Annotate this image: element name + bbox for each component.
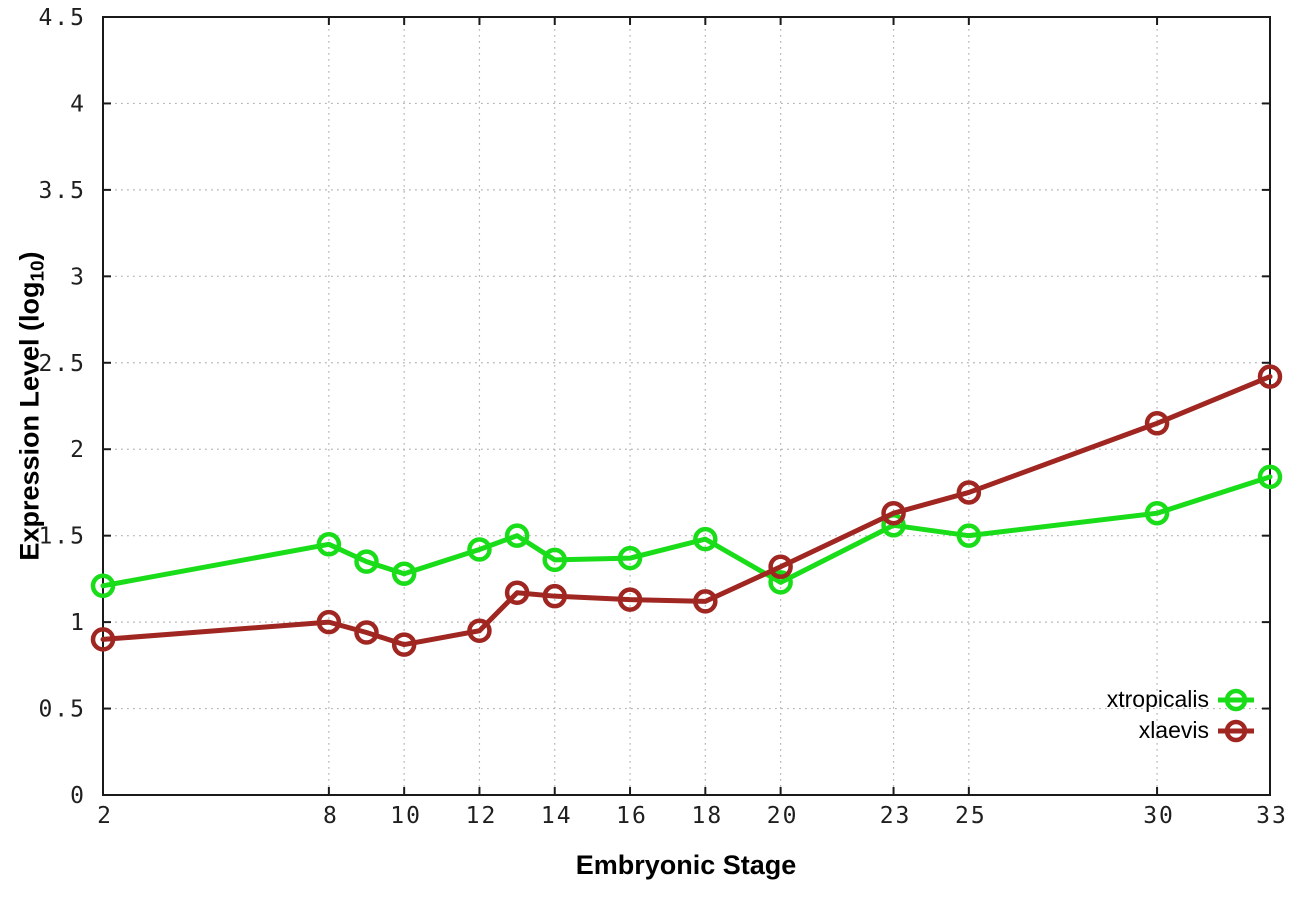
x-tick-label: 14 — [541, 803, 573, 829]
legend-label-xlaevis: xlaevis — [1138, 717, 1209, 743]
x-tick-label: 8 — [323, 803, 339, 829]
legend-label-xtropicalis: xtropicalis — [1106, 686, 1209, 712]
data-point-xtropicalis — [467, 537, 492, 562]
x-tick-label: 18 — [691, 803, 723, 829]
x-tick-label: 25 — [955, 803, 987, 829]
data-point-xlaevis — [693, 589, 718, 614]
x-tick-label: 20 — [767, 803, 799, 829]
y-tick-label: 3.5 — [38, 178, 86, 204]
data-point-xtropicalis — [1144, 500, 1170, 526]
data-point-xlaevis — [542, 583, 567, 609]
x-tick-label: 2 — [97, 803, 113, 829]
series-line-xlaevis — [100, 374, 1273, 648]
data-point-xtropicalis — [316, 532, 342, 557]
y-axis-title: Expression Level (log10) — [14, 0, 49, 816]
data-point-xtropicalis — [504, 523, 530, 548]
y-tick-label: 2 — [70, 437, 86, 463]
data-point-xtropicalis — [542, 547, 567, 573]
y-tick-label: 1.5 — [38, 524, 86, 550]
data-point-xlaevis — [1144, 411, 1170, 436]
data-point-xlaevis — [467, 618, 492, 644]
data-point-xtropicalis — [617, 545, 643, 571]
y-tick-label: 4.5 — [38, 5, 86, 31]
y-tick-label: 0.5 — [38, 697, 86, 723]
y-axis-title-subscript: 10 — [27, 260, 49, 282]
legend: xtropicalis xlaevis — [1107, 684, 1255, 746]
x-tick-label: 23 — [880, 803, 912, 829]
x-axis-title: Embryonic Stage — [575, 850, 797, 880]
data-point-xlaevis — [768, 554, 793, 580]
x-tick-label: 33 — [1256, 803, 1288, 829]
data-point-xtropicalis — [693, 526, 718, 552]
x-tick-label: 30 — [1143, 803, 1175, 829]
data-point-xlaevis — [881, 500, 906, 526]
data-point-xtropicalis — [956, 523, 982, 548]
data-point-xlaevis — [316, 609, 342, 635]
data-point-xlaevis — [956, 480, 982, 505]
data-point-xlaevis — [1257, 364, 1283, 389]
legend-marker-icon-xlaevis — [1218, 719, 1254, 742]
data-point-xlaevis — [391, 632, 417, 657]
data-point-xlaevis — [354, 620, 379, 645]
y-tick-label: 3 — [70, 264, 86, 290]
data-point-xtropicalis — [354, 549, 379, 574]
data-point-xtropicalis — [768, 570, 793, 595]
data-point-xlaevis — [617, 587, 643, 612]
y-tick-label: 2.5 — [38, 351, 86, 377]
x-tick-label: 16 — [616, 803, 648, 829]
data-point-xtropicalis — [391, 561, 417, 586]
x-tick-label: 10 — [390, 803, 422, 829]
data-point-xlaevis — [90, 627, 116, 652]
y-tick-label: 1 — [70, 610, 86, 636]
series-line-xtropicalis — [100, 474, 1273, 589]
legend-item-xlaevis: xlaevis — [1107, 715, 1255, 746]
data-point-xlaevis — [504, 580, 530, 605]
y-tick-label: 0 — [70, 783, 86, 809]
legend-item-xtropicalis: xtropicalis — [1107, 684, 1255, 715]
y-axis-title-text: Expression Level (log — [14, 281, 45, 561]
x-tick-label: 12 — [466, 803, 498, 829]
legend-marker-icon-xtropicalis — [1218, 688, 1254, 711]
data-point-xtropicalis — [1257, 464, 1283, 490]
y-tick-label: 4 — [70, 91, 86, 117]
data-point-xtropicalis — [90, 573, 116, 599]
